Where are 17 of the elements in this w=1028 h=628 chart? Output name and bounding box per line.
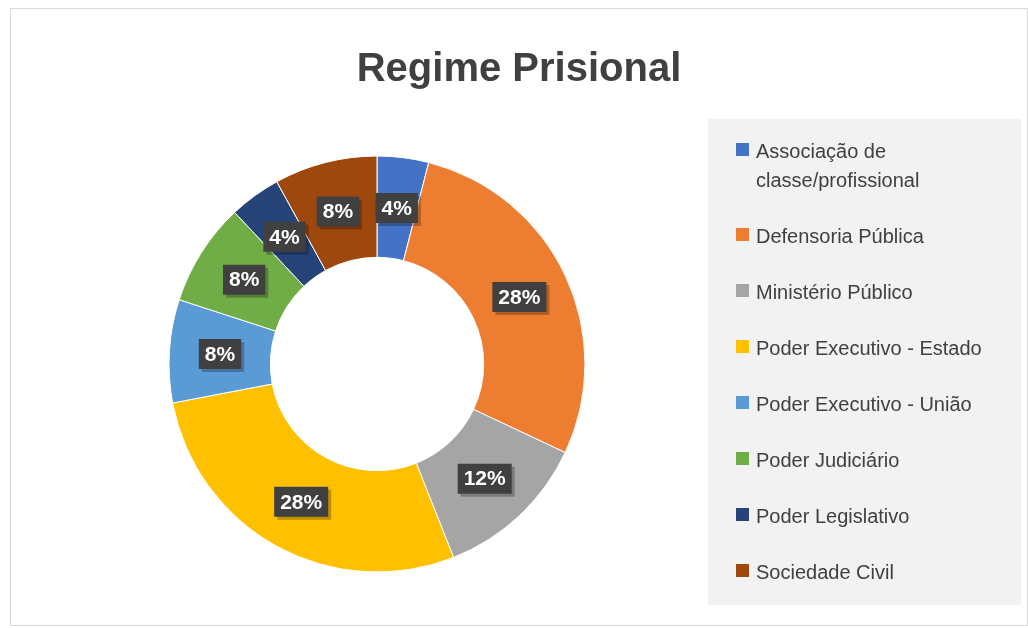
data-label: 8%	[322, 199, 354, 223]
data-label: 8%	[204, 341, 236, 365]
legend-label: Poder Legislativo	[756, 504, 910, 530]
legend-label: Poder Executivo - Estado	[756, 335, 982, 361]
data-label: 4%	[381, 195, 413, 219]
legend-label: Ministério Público	[756, 279, 913, 305]
data-label: 8%	[228, 267, 260, 291]
legend-label: Poder Executivo - União	[756, 392, 972, 418]
legend-label: Poder Judiciário	[756, 448, 900, 474]
legend-label: Associação de classe/profissional	[756, 138, 921, 193]
data-label: 12%	[463, 466, 507, 490]
legend-label: Sociedade Civil	[756, 560, 894, 586]
data-label: 28%	[280, 489, 323, 513]
data-label: 28%	[498, 284, 541, 308]
legend-label: Defensoria Pública	[756, 223, 924, 249]
data-label: 4%	[269, 224, 301, 248]
chart-title: Regime Prisional	[355, 45, 683, 90]
